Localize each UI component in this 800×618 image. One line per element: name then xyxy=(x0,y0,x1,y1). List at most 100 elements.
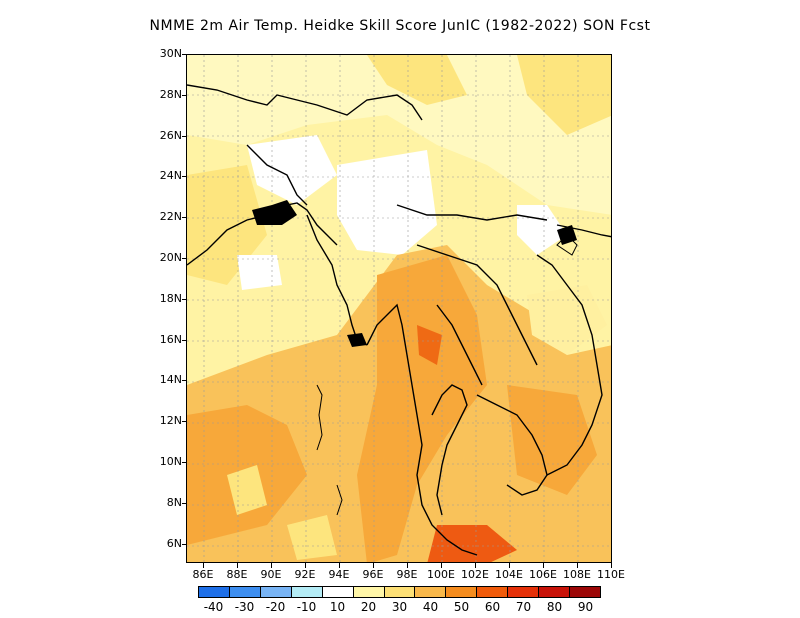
colorbar-label: 70 xyxy=(515,600,532,614)
lon-tick xyxy=(407,563,408,568)
colorbar-label: -20 xyxy=(265,600,286,614)
nicobar-islands xyxy=(336,484,343,516)
lon-tick xyxy=(373,563,374,568)
colorbar-swatch xyxy=(322,587,354,597)
colorbar-label: 20 xyxy=(360,600,377,614)
gulf-of-thailand xyxy=(431,384,468,516)
lat-tick xyxy=(182,94,187,96)
lat-label: 18N xyxy=(159,291,182,305)
score-region-white xyxy=(337,150,437,255)
lat-tick xyxy=(182,298,187,300)
lon-tick xyxy=(237,563,238,568)
lon-tick xyxy=(203,563,204,568)
lat-tick xyxy=(182,462,187,463)
lon-label: 108E xyxy=(563,568,591,581)
lon-tick xyxy=(611,563,612,568)
score-region-20-30 xyxy=(227,465,267,515)
score-region-10-20 xyxy=(527,285,607,355)
ganges-delta xyxy=(252,200,297,225)
lon-tick xyxy=(577,563,578,568)
lat-tick xyxy=(182,502,187,504)
lon-label: 106E xyxy=(529,568,557,581)
lat-label: 26N xyxy=(159,128,182,142)
lat-tick xyxy=(182,421,187,423)
laos-border xyxy=(416,244,538,366)
graticule xyxy=(187,55,611,562)
delta-regions xyxy=(252,200,577,347)
lon-label: 92E xyxy=(294,568,316,581)
colorbar-swatch xyxy=(570,587,600,597)
lat-label: 28N xyxy=(159,87,182,101)
lon-tick xyxy=(271,563,272,568)
lon-label: 102E xyxy=(461,568,489,581)
colorbar-swatch xyxy=(199,587,230,597)
colorbar-label: 80 xyxy=(546,600,563,614)
china-border xyxy=(396,204,548,221)
score-region-50-60 xyxy=(417,325,442,365)
lon-label: 110E xyxy=(597,568,625,581)
colorbar-label: 40 xyxy=(422,600,439,614)
lat-label: 10N xyxy=(159,455,182,468)
himalaya-border xyxy=(187,84,423,121)
colorbar-swatch xyxy=(229,587,261,597)
lat-label: 22N xyxy=(159,210,182,224)
india-border xyxy=(246,144,308,206)
score-region-white xyxy=(237,255,282,290)
colorbar-swatch xyxy=(477,587,509,597)
lat-label: 16N xyxy=(159,332,182,346)
colorbar-label: 10 xyxy=(329,600,346,614)
lat-tick xyxy=(182,543,187,545)
lat-label: 6N xyxy=(166,536,182,550)
colorbar-swatch xyxy=(508,587,540,597)
colorbar-label: 30 xyxy=(391,600,408,614)
score-region-white xyxy=(247,135,337,205)
colorbar-label: 90 xyxy=(577,600,594,614)
colorbar xyxy=(198,586,601,598)
lon-label: 88E xyxy=(226,568,248,581)
lat-label: 12N xyxy=(159,414,182,428)
lon-tick xyxy=(441,563,442,568)
malay-peninsula-west xyxy=(366,303,478,556)
lon-tick xyxy=(305,563,306,568)
score-region-40-50 xyxy=(507,385,597,495)
score-region-50-60 xyxy=(427,525,517,562)
colorbar-swatch xyxy=(260,587,292,597)
cambodia-coast xyxy=(476,394,548,496)
colorbar-swatch xyxy=(384,587,416,597)
lat-tick xyxy=(182,176,187,178)
colorbar-label: -30 xyxy=(234,600,255,614)
map-title: NMME 2m Air Temp. Heidke Skill Score Jun… xyxy=(149,18,651,34)
lat-label: 20N xyxy=(159,251,182,264)
lon-label: 98E xyxy=(396,568,418,581)
colorbar-label: 50 xyxy=(453,600,470,614)
lon-label: 90E xyxy=(260,568,282,581)
colorbar-swatch xyxy=(415,587,447,597)
lat-tick xyxy=(182,380,187,382)
map-panel xyxy=(186,54,612,563)
lat-label: 8N xyxy=(166,495,182,509)
andaman-islands xyxy=(316,384,323,451)
colorbar-label: -40 xyxy=(203,600,224,614)
score-region-20-30 xyxy=(367,55,467,105)
score-region-40-50 xyxy=(357,255,487,562)
skill-score-map xyxy=(187,55,611,562)
lat-tick xyxy=(182,258,187,259)
lat-tick xyxy=(182,217,187,219)
colorbar-swatch xyxy=(446,587,478,597)
lat-label: 14N xyxy=(159,373,182,387)
colorbar-label: 60 xyxy=(484,600,501,614)
irrawaddy-delta xyxy=(347,333,367,347)
lon-tick xyxy=(543,563,544,568)
red-river-delta xyxy=(557,225,577,245)
lon-label: 86E xyxy=(192,568,214,581)
lat-label: 30N xyxy=(159,47,182,60)
vietnam-coast xyxy=(536,254,603,476)
colorbar-swatch xyxy=(539,587,571,597)
lon-label: 104E xyxy=(495,568,523,581)
lat-tick xyxy=(182,339,187,341)
lat-tick xyxy=(182,135,187,137)
lon-label: 100E xyxy=(427,568,455,581)
thailand-border xyxy=(436,304,483,386)
lat-tick xyxy=(182,54,187,55)
lon-tick xyxy=(339,563,340,568)
